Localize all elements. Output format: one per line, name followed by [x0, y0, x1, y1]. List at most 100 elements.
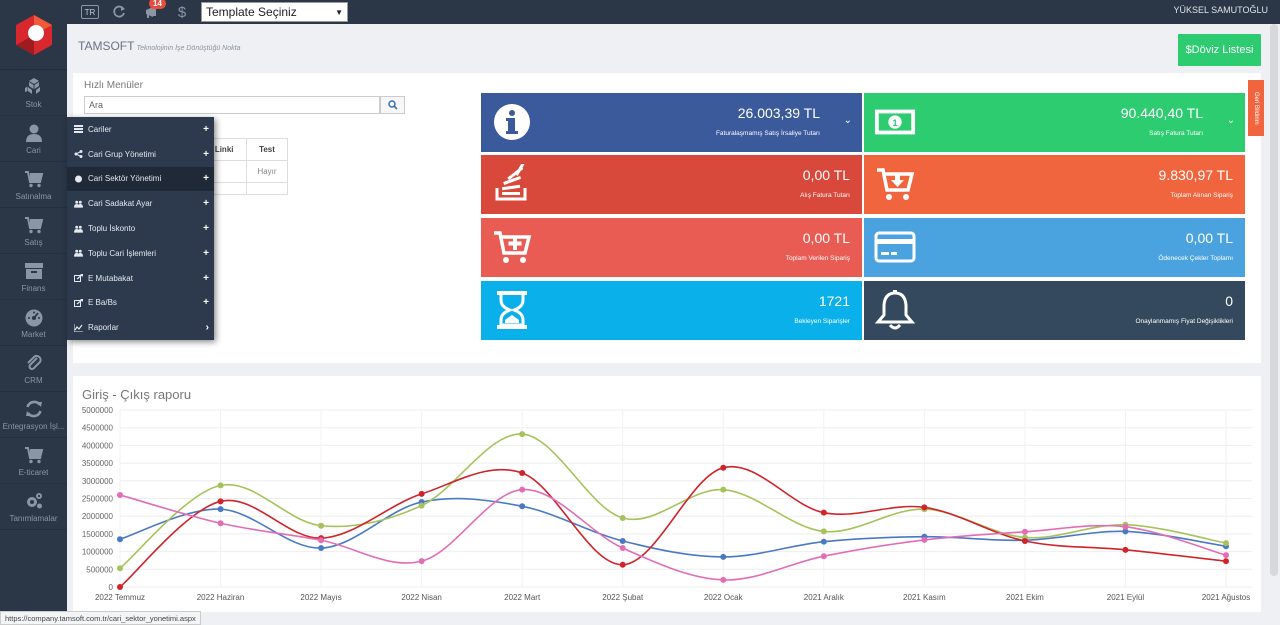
data-point[interactable]: [217, 482, 224, 489]
data-point[interactable]: [117, 536, 123, 543]
data-point[interactable]: [519, 431, 526, 438]
data-point[interactable]: [1122, 546, 1129, 553]
sidebar-item-finans[interactable]: Finans: [0, 254, 67, 300]
language-button[interactable]: TR: [81, 5, 99, 19]
data-point[interactable]: [1223, 552, 1229, 559]
dollar-icon[interactable]: $: [177, 3, 187, 21]
data-point[interactable]: [418, 490, 425, 497]
data-point[interactable]: [820, 509, 827, 516]
data-point[interactable]: [217, 498, 224, 505]
data-point[interactable]: [820, 528, 827, 535]
data-point[interactable]: [217, 506, 224, 513]
data-point[interactable]: [217, 520, 224, 527]
cari-dropdown-menu: Cariler + Cari Grup Yönetimi + Cari Sekt…: [67, 117, 214, 340]
data-point[interactable]: [117, 565, 123, 572]
data-point[interactable]: [921, 504, 928, 511]
data-point[interactable]: [619, 537, 626, 544]
tamsoft-logo[interactable]: [0, 0, 67, 70]
search-icon[interactable]: [380, 96, 405, 114]
data-point[interactable]: [418, 502, 425, 509]
data-point[interactable]: [1122, 523, 1129, 530]
data-point[interactable]: [1021, 528, 1028, 535]
dropdown-item-2[interactable]: Cari Sektör Yönetimi +: [67, 166, 214, 192]
sidebar-item-cari[interactable]: Cari: [0, 116, 67, 162]
data-point[interactable]: [720, 576, 727, 583]
y-tick-label: 4500000: [82, 424, 114, 433]
chevron-down-icon[interactable]: ⌄: [1226, 115, 1235, 126]
dropdown-item-7[interactable]: E Ba/Bs +: [67, 291, 214, 316]
sidebar-item-satınalma[interactable]: Satınalma: [0, 162, 67, 208]
stat-label: Toplam Alınan Sipariş: [1170, 192, 1233, 199]
stat-tile[interactable]: 26.003,39 TL Faturalaşmamış Satış İrsali…: [481, 93, 862, 152]
data-point[interactable]: [1223, 540, 1229, 547]
dropdown-item-6[interactable]: E Mutabakat +: [67, 266, 214, 291]
dropdown-item-8[interactable]: Raporlar ›: [67, 315, 214, 340]
quick-menu-search-input[interactable]: Ara: [84, 96, 380, 114]
stat-value: 0,00 TL: [1185, 230, 1233, 246]
sidebar: Stok Cari Satınalma Satış Finans Market …: [0, 0, 67, 625]
stat-tile[interactable]: 0,00 TL Toplam Verilen Sipariş: [481, 218, 862, 277]
quick-menu-label: Hızlı Menüler: [84, 80, 143, 91]
data-point[interactable]: [519, 470, 526, 477]
data-point[interactable]: [519, 503, 526, 510]
data-point[interactable]: [720, 486, 727, 493]
sidebar-item-label: Entegrasyon İşl...: [2, 421, 65, 431]
data-point[interactable]: [720, 464, 727, 471]
data-point[interactable]: [318, 545, 325, 552]
stat-tile[interactable]: 0,00 TL Ödenecek Çekler Toplamı: [864, 218, 1245, 277]
data-point[interactable]: [619, 514, 626, 521]
data-point[interactable]: [318, 537, 325, 544]
data-point[interactable]: [519, 486, 526, 493]
gears-icon: [23, 491, 45, 511]
sidebar-item-e-ticaret[interactable]: E-ticaret: [0, 438, 67, 484]
sidebar-item-stok[interactable]: Stok: [0, 70, 67, 116]
sidebar-item-satış[interactable]: Satış: [0, 208, 67, 254]
dropdown-item-1[interactable]: Cari Grup Yönetimi +: [67, 142, 214, 167]
sidebar-item-label: E-ticaret: [18, 467, 49, 477]
cart-icon: [23, 215, 45, 235]
dropdown-item-4[interactable]: Toplu İskonto +: [67, 216, 214, 241]
sidebar-item-market[interactable]: Market: [0, 300, 67, 346]
dropdown-item-0[interactable]: Cariler +: [67, 117, 214, 142]
template-select[interactable]: Template Seçiniz ▼: [201, 2, 348, 22]
stat-tile[interactable]: 1721 Bekleyen Siparişler: [481, 281, 862, 340]
data-point[interactable]: [117, 584, 123, 590]
data-point[interactable]: [820, 538, 827, 545]
brand-tagline: Teknolojinin İşe Dönüştüğü Nokta: [136, 45, 241, 52]
user-name[interactable]: YÜKSEL SAMUTOĞLU: [1173, 5, 1268, 15]
data-point[interactable]: [619, 545, 626, 552]
data-point[interactable]: [418, 558, 425, 565]
sidebar-item-crm[interactable]: CRM: [0, 346, 67, 392]
series-line-0: [119, 497, 1227, 558]
data-point[interactable]: [921, 536, 928, 543]
stat-tile[interactable]: 1 90.440,40 TL Satış Fatura Tutarı ⌄: [864, 93, 1245, 152]
sidebar-item-label: Market: [21, 329, 46, 339]
data-point[interactable]: [318, 522, 325, 529]
sidebar-item-tanımlamalar[interactable]: Tanımlamalar: [0, 484, 67, 530]
data-point[interactable]: [1223, 558, 1229, 565]
bullhorn-icon[interactable]: [143, 3, 161, 21]
currency-list-button[interactable]: $Döviz Listesi: [1178, 34, 1261, 66]
y-tick-label: 2500000: [82, 495, 114, 504]
data-point[interactable]: [117, 491, 123, 498]
stat-value: 0: [1225, 293, 1233, 309]
chevron-down-icon[interactable]: ⌄: [843, 115, 852, 126]
dropdown-item-5[interactable]: Toplu Cari İşlemleri +: [67, 241, 214, 266]
data-point[interactable]: [820, 553, 827, 560]
stat-tile[interactable]: 0 Onaylanmamış Fiyat Değişiklikleri: [864, 281, 1245, 340]
sidebar-item-entegrasyon-i-şl[interactable]: Entegrasyon İşl...: [0, 392, 67, 438]
data-point[interactable]: [619, 561, 626, 568]
x-tick-label: 2022 Haziran: [197, 593, 245, 602]
page-scrollbar[interactable]: [1270, 24, 1278, 576]
refresh-icon[interactable]: [111, 3, 127, 21]
data-point[interactable]: [1122, 528, 1129, 535]
dropdown-item-3[interactable]: Cari Sadakat Ayar +: [67, 191, 214, 216]
data-point[interactable]: [1021, 537, 1028, 544]
bell-icon: [874, 289, 916, 331]
card-icon: [874, 226, 916, 268]
stat-tile[interactable]: 9.830,97 TL Toplam Alınan Sipariş: [864, 155, 1245, 214]
y-tick-label: 500000: [86, 565, 113, 574]
feedback-tab[interactable]: Geri Bildirim: [1248, 80, 1264, 136]
data-point[interactable]: [720, 553, 727, 560]
stat-tile[interactable]: 0,00 TL Alış Fatura Tutarı: [481, 155, 862, 214]
